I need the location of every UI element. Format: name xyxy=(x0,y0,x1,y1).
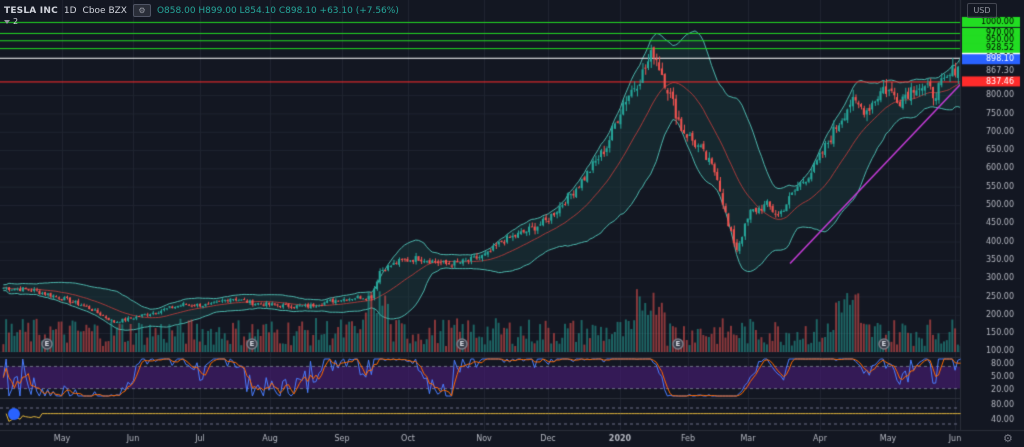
chart-settings-icon[interactable]: ⚙ xyxy=(132,4,151,17)
study-count: 2 xyxy=(13,17,19,26)
gear-icon[interactable]: ⚙ xyxy=(1003,432,1013,445)
study-toggle[interactable]: 2 xyxy=(4,17,18,26)
collapse-chevron-icon[interactable] xyxy=(4,19,10,24)
symbol-name[interactable]: TESLA INC xyxy=(4,5,58,16)
currency-button[interactable]: USD xyxy=(967,3,997,18)
ohlc-values: O858.00 H899.00 L854.10 C898.10 +63.10 (… xyxy=(156,5,399,16)
exchange-label: Cboe BZX xyxy=(82,5,127,16)
chart-legend: TESLA INC 1D Cboe BZX ⚙ O858.00 H899.00 … xyxy=(4,4,399,17)
interval-label[interactable]: 1D xyxy=(63,5,77,16)
